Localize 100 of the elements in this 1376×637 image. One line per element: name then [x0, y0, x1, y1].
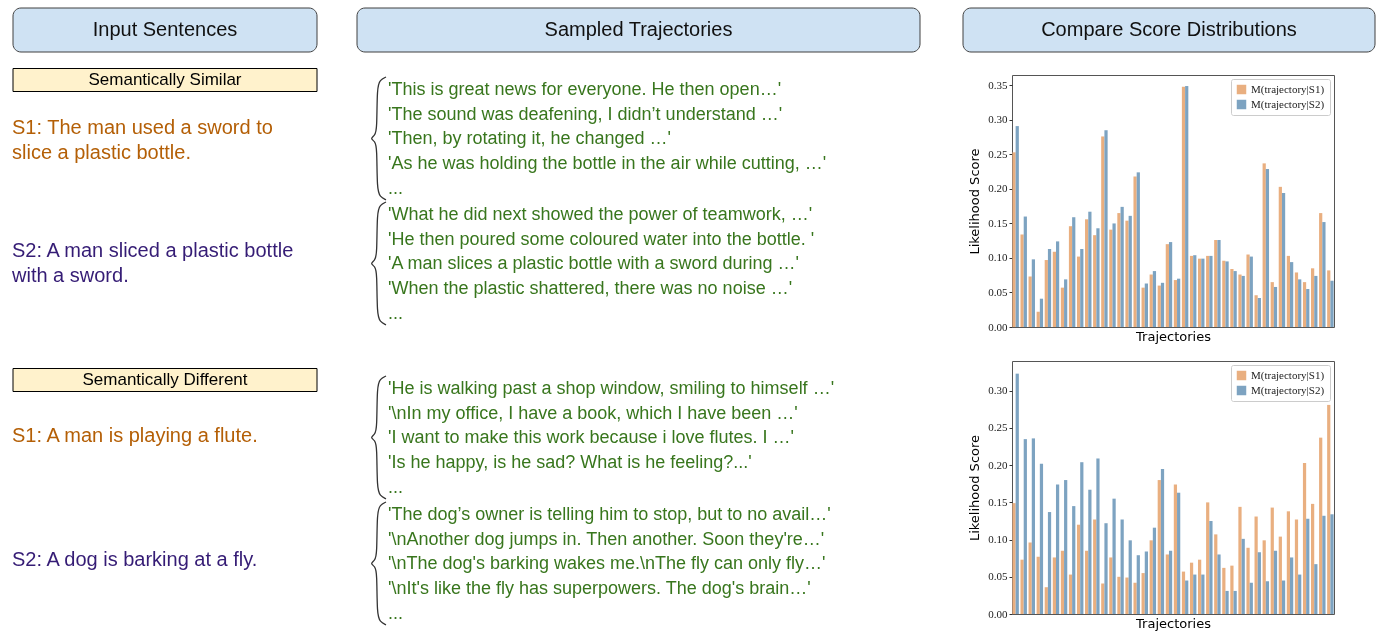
- bar: [1088, 211, 1092, 327]
- text: 'He is walking past a shop window, smiling to himself …': [388, 378, 835, 398]
- text: '\nIn my office, I have a book, which I have been …': [388, 402, 798, 423]
- bar: [1012, 503, 1016, 614]
- bar: [1193, 255, 1197, 327]
- bar: [1214, 534, 1218, 614]
- text: 'This is great news for everyone. He then open…': [388, 79, 782, 99]
- y-tick-label: 0.00: [988, 607, 1008, 620]
- text: Input Sentences: [92, 18, 238, 40]
- bar: [1177, 492, 1181, 614]
- bar: [1047, 512, 1052, 614]
- text: S1: The man used a sword to slice a plastic bottle.: [12, 115, 273, 163]
- bar: [1136, 172, 1140, 327]
- x-axis-title: Trajectories: [1135, 615, 1212, 631]
- y-tick-label: 0.20: [988, 458, 1008, 471]
- text: ...: [388, 177, 404, 198]
- bar: [1136, 555, 1140, 614]
- legend-label: M(trajectory|S2): [1251, 383, 1325, 397]
- bar: [1206, 502, 1210, 614]
- bar: [1278, 186, 1282, 327]
- bar: [1273, 286, 1278, 327]
- bar: [1173, 280, 1178, 327]
- bar: [1096, 458, 1100, 614]
- bar: [1290, 557, 1294, 614]
- y-tick-label: 0.15: [988, 216, 1008, 229]
- bar: [1306, 518, 1310, 614]
- bar: [1181, 571, 1186, 614]
- bar: [1157, 285, 1161, 327]
- bar: [1031, 259, 1035, 327]
- bar: [1314, 275, 1318, 327]
- y-tick-label: 0.25: [988, 421, 1008, 434]
- bar: [1254, 516, 1258, 614]
- bar: [1319, 437, 1323, 614]
- bar: [1189, 562, 1194, 614]
- bar: [1104, 130, 1108, 327]
- bar: [1181, 86, 1186, 327]
- bar: [1198, 559, 1202, 614]
- bar: [1120, 206, 1124, 327]
- y-axis-title: Likelihood Score: [967, 434, 983, 542]
- text: '\nIt's like the fly has superpowers. The dog's brain…': [388, 578, 811, 599]
- bar: [1319, 213, 1323, 327]
- y-tick-label: 0.35: [988, 78, 1008, 91]
- y-tick-label: 0.30: [988, 384, 1008, 397]
- bar: [1031, 438, 1035, 614]
- bar: [1117, 213, 1121, 327]
- bar: [1152, 271, 1157, 327]
- text: 'Then, by rotating it, he changed …': [388, 128, 672, 149]
- text: 'As he was holding the bottle in the air while cutting, …': [388, 153, 827, 174]
- bar: [1064, 480, 1068, 614]
- text: S1: A man is playing a flute.: [12, 424, 258, 446]
- bar: [1233, 590, 1237, 614]
- bar: [1015, 126, 1019, 327]
- bar: [1064, 279, 1068, 327]
- bar: [1273, 550, 1278, 614]
- bar: [1165, 554, 1169, 614]
- bar: [1168, 242, 1173, 327]
- bar: [1209, 520, 1213, 614]
- text: 'When the plastic shattered, there was no noise …': [388, 278, 793, 299]
- text: Sampled Trajectories: [544, 18, 733, 40]
- text: ...: [388, 302, 404, 323]
- bar: [1068, 574, 1073, 614]
- bar: [1125, 220, 1129, 327]
- text: '\nAnother dog jumps in. Then another. Soon they're…': [388, 528, 825, 549]
- bar: [1028, 542, 1032, 614]
- bar: [1044, 587, 1048, 614]
- bar: [1302, 462, 1307, 614]
- bar: [1152, 527, 1157, 614]
- bar: [1120, 519, 1124, 614]
- text: ...: [388, 476, 404, 497]
- bar: [1028, 276, 1032, 327]
- text: ...: [388, 602, 404, 623]
- text: 'Is he happy, is he sad? What is he feeling?...': [388, 452, 752, 473]
- text: 'He then poured some coloured water into the bottle. ': [388, 228, 815, 249]
- bar: [1230, 565, 1234, 614]
- bar: [1294, 519, 1299, 614]
- bar: [1144, 283, 1148, 327]
- bar: [1278, 536, 1282, 614]
- bar: [1193, 574, 1197, 614]
- bar: [1265, 581, 1270, 614]
- bar: [1039, 463, 1044, 614]
- y-tick-label: 0.10: [988, 251, 1008, 264]
- bar: [1128, 540, 1132, 614]
- y-tick-label: 0.10: [988, 533, 1008, 546]
- bar: [1047, 248, 1052, 327]
- bar: [1314, 564, 1318, 614]
- bar: [1015, 373, 1019, 614]
- bar: [1217, 554, 1221, 614]
- bar: [1322, 515, 1326, 614]
- bar: [1298, 279, 1302, 327]
- bar: [1060, 287, 1065, 327]
- bar: [1023, 439, 1027, 614]
- bar: [1117, 576, 1121, 614]
- bar: [1160, 468, 1165, 614]
- bar: [1039, 298, 1044, 327]
- x-axis-title: Trajectories: [1135, 328, 1212, 344]
- bar: [1185, 86, 1189, 327]
- bar: [1311, 503, 1315, 614]
- bar: [1327, 404, 1331, 614]
- bar: [1149, 540, 1153, 614]
- bar: [1088, 489, 1092, 614]
